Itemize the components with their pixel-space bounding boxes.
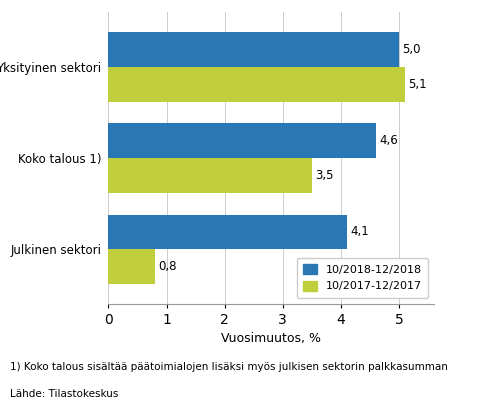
Text: 3,5: 3,5	[316, 169, 334, 182]
Text: 4,6: 4,6	[379, 134, 398, 147]
Bar	[108, 67, 405, 102]
Bar	[108, 249, 155, 284]
Text: 0,8: 0,8	[158, 260, 177, 273]
Bar	[108, 124, 376, 158]
Bar	[108, 215, 347, 249]
Text: 5,1: 5,1	[408, 78, 427, 91]
Text: 5,0: 5,0	[402, 43, 421, 56]
Bar	[108, 32, 399, 67]
X-axis label: Vuosimuutos, %: Vuosimuutos, %	[221, 332, 321, 345]
Text: 1) Koko talous sisältää päätoimialojen lisäksi myös julkisen sektorin palkkasumm: 1) Koko talous sisältää päätoimialojen l…	[10, 362, 448, 372]
Legend: 10/2018-12/2018, 10/2017-12/2017: 10/2018-12/2018, 10/2017-12/2017	[297, 258, 428, 298]
Text: 4,1: 4,1	[350, 225, 369, 238]
Bar	[108, 158, 312, 193]
Text: Lähde: Tilastokeskus: Lähde: Tilastokeskus	[10, 389, 118, 399]
